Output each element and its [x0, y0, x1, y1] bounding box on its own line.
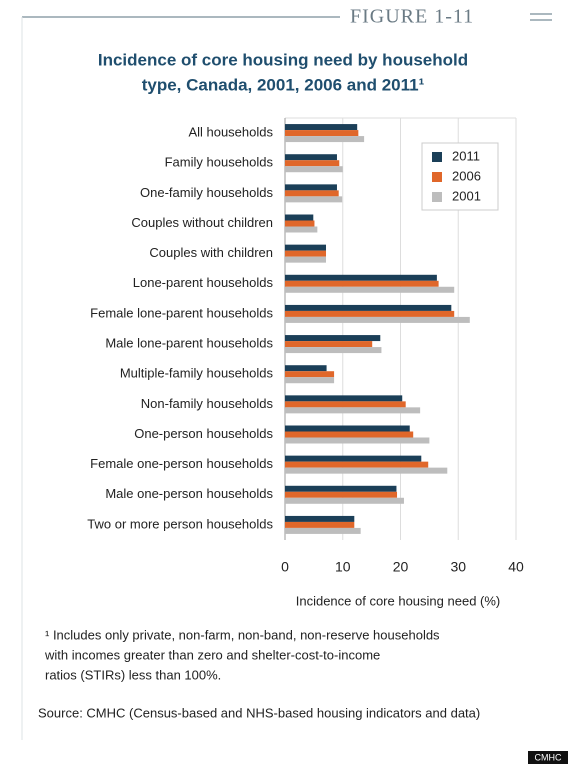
bar — [285, 190, 339, 197]
y-tick-label: Male lone-parent households — [105, 336, 273, 351]
x-tick-label: 20 — [393, 559, 409, 575]
bar — [285, 286, 455, 293]
bar — [285, 166, 343, 173]
bar — [285, 437, 430, 444]
x-tick-label: 10 — [335, 559, 351, 575]
bar — [285, 431, 414, 438]
bar — [285, 214, 314, 221]
legend-swatch — [432, 172, 442, 182]
x-tick-label: 30 — [450, 559, 466, 575]
bar — [285, 244, 327, 251]
bar — [285, 377, 335, 384]
bar — [285, 154, 337, 161]
bar — [285, 347, 382, 354]
legend-swatch — [432, 192, 442, 202]
bar — [285, 136, 365, 143]
bar — [285, 274, 437, 281]
y-tick-label: Non-family households — [141, 396, 274, 411]
x-tick-label: 40 — [508, 559, 524, 575]
bar — [285, 461, 429, 468]
y-tick-label: Female lone-parent households — [90, 305, 273, 320]
y-tick-label: Family households — [165, 155, 274, 170]
bar — [285, 515, 355, 522]
bar — [285, 250, 327, 257]
y-tick-label: Multiple-family households — [120, 366, 274, 381]
bar — [285, 184, 337, 191]
footnote: ratios (STIRs) less than 100%. — [45, 667, 221, 682]
chart-title: type, Canada, 2001, 2006 and 2011¹ — [142, 75, 425, 94]
credit-badge — [528, 751, 568, 764]
bar — [285, 304, 452, 311]
y-tick-label: Female one-person households — [90, 456, 273, 471]
legend-label: 2011 — [452, 148, 480, 163]
legend-swatch — [432, 152, 442, 162]
bar — [285, 467, 448, 474]
footnote: with incomes greater than zero and shelt… — [44, 647, 380, 662]
source: Source: CMHC (Census-based and NHS-based… — [38, 705, 480, 720]
bar — [285, 280, 439, 287]
legend-label: 2006 — [452, 168, 481, 183]
y-tick-label: Male one-person households — [105, 486, 273, 501]
bar — [285, 395, 403, 402]
x-axis-label: Incidence of core housing need (%) — [296, 593, 501, 608]
y-tick-label: All households — [188, 125, 273, 140]
bar — [285, 316, 470, 323]
bar — [285, 497, 404, 504]
bar — [285, 407, 421, 414]
bar — [285, 256, 327, 263]
figure-label: FIGURE 1-11 — [350, 6, 474, 28]
bar — [285, 491, 398, 498]
bar — [285, 335, 381, 342]
bar — [285, 527, 361, 534]
bar — [285, 425, 410, 432]
y-tick-label: Lone-parent households — [133, 275, 274, 290]
bar — [285, 124, 358, 131]
bar — [285, 310, 455, 317]
bar — [285, 521, 355, 528]
bar — [285, 160, 340, 167]
bar — [285, 401, 406, 408]
x-tick-label: 0 — [281, 559, 289, 575]
bar — [285, 341, 373, 348]
chart-title: Incidence of core housing need by househ… — [98, 50, 468, 69]
bar — [285, 365, 327, 372]
y-tick-label: One-family households — [140, 185, 273, 200]
y-tick-label: Couples without children — [131, 215, 273, 230]
footnote: ¹ Includes only private, non-farm, non-b… — [45, 627, 440, 642]
credit: CMHC — [535, 752, 562, 762]
bar — [285, 130, 359, 137]
bar — [285, 226, 318, 233]
legend-label: 2001 — [452, 188, 481, 203]
y-tick-label: Two or more person households — [87, 516, 273, 531]
bar — [285, 196, 343, 203]
bar — [285, 220, 315, 227]
y-tick-label: One-person households — [134, 426, 273, 441]
bar — [285, 371, 335, 378]
bar — [285, 455, 422, 462]
bar — [285, 485, 397, 492]
y-tick-label: Couples with children — [149, 245, 273, 260]
